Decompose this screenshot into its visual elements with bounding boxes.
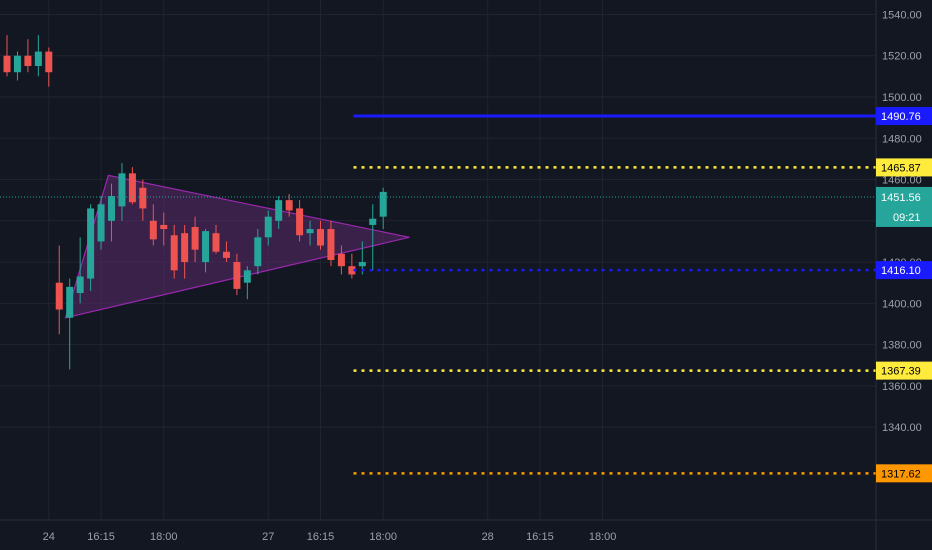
y-tick-label: 1520.00	[882, 51, 922, 63]
candle-body	[243, 270, 251, 283]
level-tag-label: 1465.87	[881, 162, 921, 174]
level-tag-label: 1490.76	[881, 111, 921, 123]
candle-body	[97, 204, 105, 242]
level-tag-target-1317: 1317.62	[876, 464, 932, 483]
level-tag-support-1416: 1416.10	[876, 261, 932, 280]
candle-body	[181, 233, 189, 263]
level-tag-bg	[876, 107, 932, 126]
y-tick-label: 1500.00	[882, 92, 922, 104]
level-tag-bg	[876, 464, 932, 483]
x-tick-label: 16:15	[526, 531, 554, 543]
candle-body	[45, 51, 53, 73]
candle-body	[118, 173, 126, 207]
candle-body	[348, 266, 356, 275]
candle-body	[139, 187, 147, 209]
current-price-tag: 1451.56 09:21	[876, 186, 932, 227]
y-tick-label: 1400.00	[882, 298, 922, 310]
candle-body	[24, 55, 32, 67]
x-tick-label: 18:00	[150, 531, 178, 543]
level-tag-label: 1416.10	[881, 265, 921, 277]
candle-body	[76, 276, 84, 294]
y-tick-label: 1380.00	[882, 340, 922, 352]
x-tick-label: 24	[43, 531, 55, 543]
level-lines	[353, 114, 876, 475]
candle-body	[222, 251, 230, 258]
level-tag-label: 1317.62	[881, 468, 921, 480]
price-tags: 1490.76 1465.87 1416.10 1367.39 1317.62 1451.…	[876, 107, 932, 483]
x-tick-label: 28	[482, 531, 494, 543]
level-tag-bg	[876, 361, 932, 380]
candle-body	[66, 286, 74, 318]
countdown-label: 09:21	[893, 212, 921, 224]
candle-body	[254, 237, 262, 267]
candle-body	[285, 200, 293, 211]
x-tick-label: 18:00	[589, 531, 617, 543]
level-tag-bg	[876, 261, 932, 280]
candle-body	[149, 220, 157, 240]
level-tag-label: 1367.39	[881, 366, 921, 378]
y-tick-label: 1340.00	[882, 422, 922, 434]
y-tick-label: 1480.00	[882, 133, 922, 145]
level-tag-bg	[876, 158, 932, 177]
y-tick-label: 1540.00	[882, 9, 922, 21]
candle-body	[128, 173, 136, 203]
y-tick-label: 1360.00	[882, 381, 922, 393]
candle-body	[170, 235, 178, 271]
candle-body	[13, 55, 21, 73]
candle-body	[296, 208, 304, 236]
current-price-label: 1451.56	[881, 192, 921, 204]
candle-body	[160, 224, 168, 230]
level-tag-target-1465: 1465.87	[876, 158, 932, 177]
candle-body	[264, 216, 272, 238]
candle-body	[191, 226, 199, 250]
candle-body	[275, 200, 283, 221]
candle-body	[358, 262, 366, 267]
x-tick-label: 27	[262, 531, 274, 543]
candle-body	[3, 55, 11, 73]
y-tick-label: 1460.00	[882, 175, 922, 187]
level-tag-target-1367: 1367.39	[876, 361, 932, 380]
candle-body	[369, 218, 377, 225]
candle-body	[306, 229, 314, 234]
time-axis[interactable]: 24 16:15 18:00 27 16:15 18:00 28 16:15 18:00	[0, 519, 932, 543]
level-tag-resistance-1490: 1490.76	[876, 107, 932, 126]
candle-body	[317, 229, 324, 246]
current-price-tag-bg	[876, 186, 932, 227]
candle-body	[337, 253, 345, 267]
x-tick-label: 18:00	[369, 531, 397, 543]
candle-body	[34, 51, 42, 67]
candle-body	[87, 208, 95, 279]
candle-body	[202, 231, 210, 263]
x-tick-label: 16:15	[307, 531, 335, 543]
candles	[3, 35, 387, 370]
x-tick-label: 16:15	[87, 531, 115, 543]
candle-body	[55, 282, 63, 310]
candle-body	[233, 262, 241, 289]
candle-body	[108, 196, 115, 221]
candle-body	[327, 229, 335, 260]
candle-body	[212, 233, 220, 252]
candle-body	[379, 191, 387, 217]
